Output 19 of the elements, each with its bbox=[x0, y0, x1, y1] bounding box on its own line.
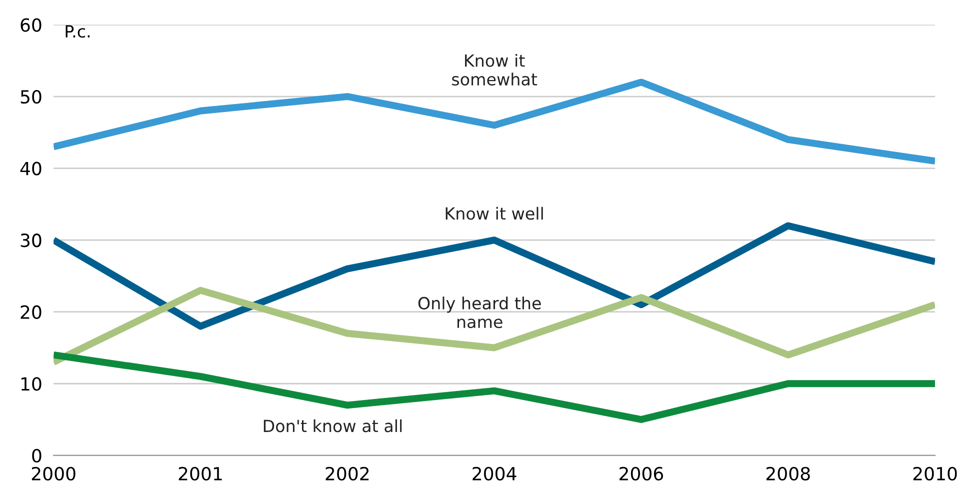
y-axis-title: P.c. bbox=[66, 25, 90, 38]
x-tick-label: 2001 bbox=[178, 466, 222, 480]
series-label: Know it somewhat bbox=[452, 54, 538, 86]
y-tick-label: 20 bbox=[20, 305, 42, 319]
y-tick-label: 10 bbox=[21, 377, 42, 391]
x-tick-label: 2010 bbox=[913, 466, 957, 480]
series-label: Don't know at all bbox=[264, 419, 402, 432]
x-tick-label: 2006 bbox=[620, 466, 664, 480]
series-label: Only heard the name bbox=[418, 296, 541, 328]
y-tick-label: 30 bbox=[20, 234, 42, 248]
x-tick-label: 2004 bbox=[472, 466, 516, 480]
y-tick-label: 60 bbox=[20, 18, 42, 32]
x-tick-label: 2002 bbox=[326, 466, 369, 480]
x-tick-label: 2000 bbox=[32, 466, 76, 480]
x-tick-label: 2008 bbox=[766, 466, 810, 480]
y-tick-label: 0 bbox=[32, 448, 42, 463]
y-tick-label: 50 bbox=[20, 90, 42, 104]
series-label: Know it well bbox=[446, 206, 543, 220]
y-tick-label: 40 bbox=[20, 162, 42, 176]
